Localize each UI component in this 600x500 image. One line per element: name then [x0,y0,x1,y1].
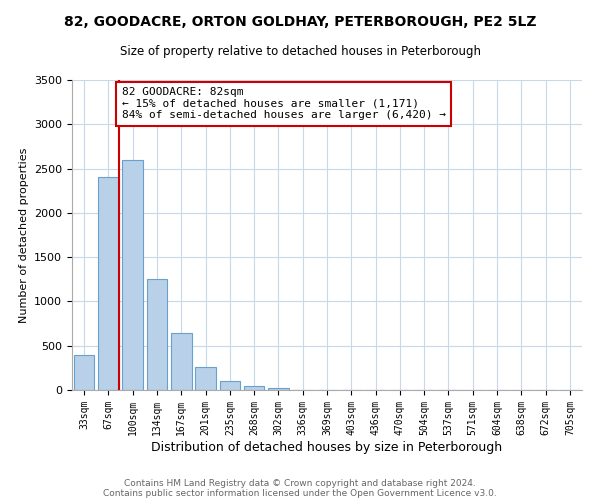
Bar [171,334,191,390]
Bar [122,160,143,390]
Bar [98,178,119,390]
Bar [244,386,265,390]
Bar [74,354,94,390]
Text: Contains public sector information licensed under the Open Government Licence v3: Contains public sector information licen… [103,488,497,498]
Bar [146,280,167,390]
X-axis label: Distribution of detached houses by size in Peterborough: Distribution of detached houses by size … [151,440,503,454]
Text: Size of property relative to detached houses in Peterborough: Size of property relative to detached ho… [119,45,481,58]
Text: 82, GOODACRE, ORTON GOLDHAY, PETERBOROUGH, PE2 5LZ: 82, GOODACRE, ORTON GOLDHAY, PETERBOROUG… [64,15,536,29]
Bar [195,367,216,390]
Text: Contains HM Land Registry data © Crown copyright and database right 2024.: Contains HM Land Registry data © Crown c… [124,478,476,488]
Y-axis label: Number of detached properties: Number of detached properties [19,148,29,322]
Bar [268,388,289,390]
Bar [220,381,240,390]
Text: 82 GOODACRE: 82sqm
← 15% of detached houses are smaller (1,171)
84% of semi-deta: 82 GOODACRE: 82sqm ← 15% of detached hou… [122,87,446,120]
